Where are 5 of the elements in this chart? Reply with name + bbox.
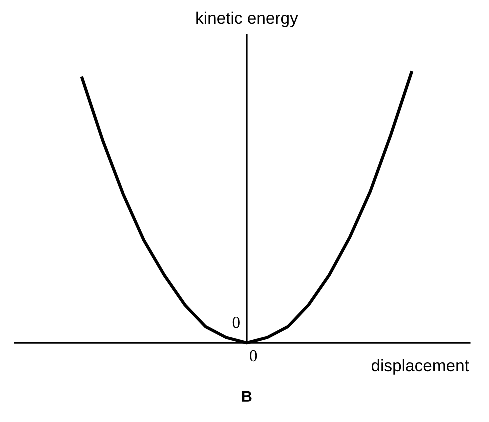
text: 0 [250,350,258,362]
text: B [242,391,252,402]
x-axis-title: displacement [372,359,470,375]
y-axis-title: kinetic energy [196,12,298,28]
annotation: 0 [232,317,240,328]
